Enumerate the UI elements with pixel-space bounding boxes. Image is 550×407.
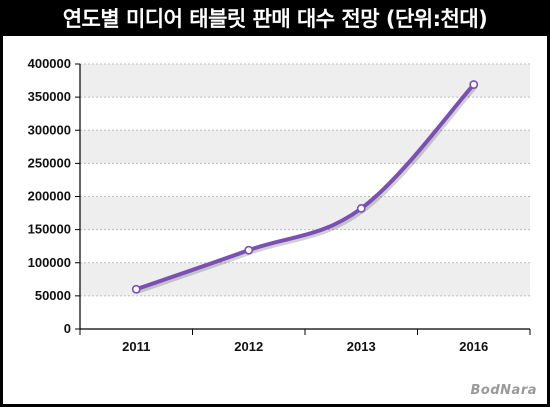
series-line-shadow [135,84,478,294]
watermark-logo: BodNara [470,383,537,398]
grid-band [80,64,530,98]
data-point [356,204,366,213]
y-tick-label: 100000 [28,255,71,270]
grid-band [80,262,530,296]
y-tick-label: 0 [64,321,71,336]
grid-band [80,130,530,164]
grid-band [80,196,530,230]
x-tick-label: 2013 [347,339,376,354]
x-tick-label: 2012 [234,339,263,354]
series-line [134,82,476,292]
y-tick-label: 400000 [28,56,71,71]
y-tick-label: 350000 [28,89,71,104]
data-point [131,284,141,294]
data-point [469,80,479,89]
y-tick-label: 300000 [28,122,71,137]
y-tick-label: 150000 [28,222,71,237]
y-tick-label: 200000 [28,189,71,204]
y-tick-label: 50000 [35,288,71,303]
x-tick-label: 2016 [459,339,488,354]
line-chart: 0 50000 100000 150000 200000 250000 300000 3500… [28,56,531,354]
chart-title: 연도별 미디어 태블릿 판매 대수 전망 (단위:천대) [62,7,488,31]
x-tick-label: 2011 [122,339,150,354]
data-point [244,245,254,255]
chart-panel: 0 50000 100000 150000 200000 250000 300000 3500… [3,36,547,404]
y-tick-label: 250000 [28,155,71,170]
